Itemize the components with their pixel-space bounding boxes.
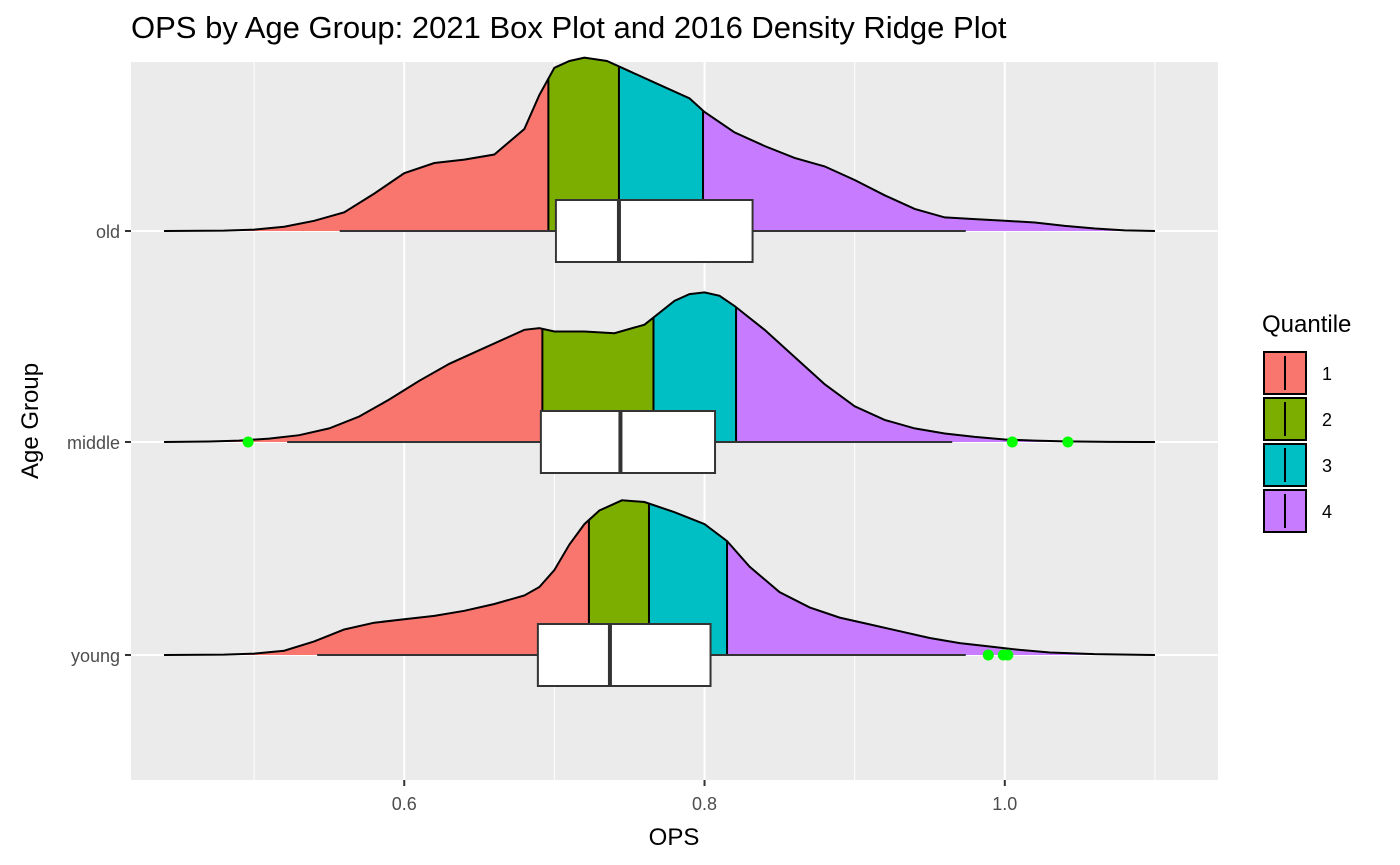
x-axis-title: OPS (649, 824, 700, 851)
y-tick-label: young (71, 646, 120, 666)
ridge-young-quantile-3 (648, 503, 728, 655)
box-old (554, 199, 754, 263)
outlier-point (1002, 649, 1014, 661)
outlier-point (1006, 436, 1018, 448)
box-young (536, 623, 712, 687)
legend-title: Quantile (1262, 311, 1351, 338)
x-axis: 0.6 0.8 1.0 (392, 780, 1017, 814)
outlier-point (982, 649, 994, 661)
x-tick-label: 1.0 (992, 794, 1017, 814)
x-tick-label: 0.6 (392, 794, 417, 814)
ridge-old-quantile-1 (164, 78, 549, 232)
ridge-young-quantile-2 (588, 500, 649, 655)
outlier-point (242, 436, 254, 448)
ridge-old-quantile-3 (618, 66, 704, 231)
ridge-outline-young (164, 499, 1155, 656)
ridge-outline-middle (164, 291, 1155, 443)
box-middle (539, 410, 717, 474)
ridge-young-quantile-1 (164, 520, 589, 655)
ridge-middle-quantile-4 (736, 307, 1155, 442)
chart-title: OPS by Age Group: 2021 Box Plot and 2016… (131, 10, 1007, 45)
legend: Quantile 1 2 3 4 (1262, 311, 1351, 533)
legend-label: 4 (1322, 502, 1332, 522)
ridge-middle-quantile-1 (164, 328, 543, 442)
ridge-outline-old (164, 56, 1155, 232)
ridge-young-quantile-4 (727, 541, 1155, 655)
x-tick-label: 0.8 (692, 794, 717, 814)
legend-label: 3 (1322, 456, 1332, 476)
y-tick-label: old (96, 222, 120, 242)
outlier-point (1062, 436, 1074, 448)
ridge-old-quantile-4 (703, 110, 1155, 231)
box-plots (242, 199, 1074, 687)
legend-label: 2 (1322, 410, 1332, 430)
legend-label: 1 (1322, 364, 1332, 384)
ridge-middle-quantile-3 (653, 292, 737, 442)
y-tick-label: middle (67, 433, 120, 453)
y-axis-title: Age Group (17, 363, 44, 479)
y-axis: old middle young (67, 222, 131, 666)
ridge-old-quantile-2 (548, 57, 619, 231)
